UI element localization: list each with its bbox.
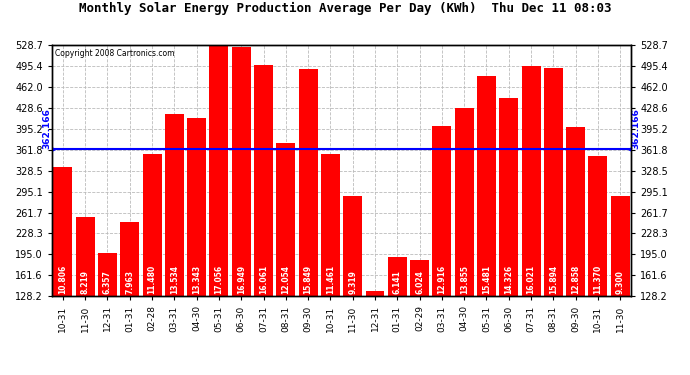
Bar (143, 154, 161, 375)
Bar (165, 114, 184, 375)
Text: 12.054: 12.054 (282, 266, 290, 294)
Text: 11.480: 11.480 (148, 265, 157, 294)
Text: 11.461: 11.461 (326, 265, 335, 294)
Bar (321, 154, 340, 375)
Text: 6.141: 6.141 (393, 270, 402, 294)
Text: 14.326: 14.326 (504, 265, 513, 294)
Text: 15.481: 15.481 (482, 265, 491, 294)
Bar (120, 222, 139, 375)
Bar (522, 66, 540, 375)
Text: 17.056: 17.056 (215, 265, 224, 294)
Text: 6.024: 6.024 (415, 270, 424, 294)
Text: 11.370: 11.370 (593, 265, 602, 294)
Bar (254, 65, 273, 375)
Text: 13.534: 13.534 (170, 266, 179, 294)
Text: 15.849: 15.849 (304, 265, 313, 294)
Text: 6.357: 6.357 (103, 270, 112, 294)
Bar (299, 69, 317, 375)
Bar (53, 167, 72, 375)
Bar (343, 196, 362, 375)
Text: 16.021: 16.021 (526, 265, 535, 294)
Text: Copyright 2008 Cartronics.com: Copyright 2008 Cartronics.com (55, 49, 174, 58)
Bar (433, 126, 451, 375)
Text: 9.300: 9.300 (615, 270, 624, 294)
Bar (187, 117, 206, 375)
Text: 13.343: 13.343 (192, 265, 201, 294)
Text: 9.319: 9.319 (348, 270, 357, 294)
Text: 8.219: 8.219 (81, 270, 90, 294)
Text: Monthly Solar Energy Production Average Per Day (KWh)  Thu Dec 11 08:03: Monthly Solar Energy Production Average … (79, 2, 611, 15)
Bar (388, 257, 406, 375)
Text: 15.894: 15.894 (549, 265, 558, 294)
Text: 362.166: 362.166 (631, 108, 640, 149)
Bar (232, 48, 250, 375)
Bar (455, 108, 473, 375)
Bar (611, 196, 630, 375)
Bar (589, 156, 607, 375)
Text: 7.963: 7.963 (126, 270, 135, 294)
Bar (410, 260, 429, 375)
Bar (98, 253, 117, 375)
Text: 16.061: 16.061 (259, 265, 268, 294)
Bar (477, 76, 496, 375)
Text: 16.949: 16.949 (237, 265, 246, 294)
Bar (366, 291, 384, 375)
Bar (500, 98, 518, 375)
Bar (210, 45, 228, 375)
Bar (276, 142, 295, 375)
Bar (566, 127, 585, 375)
Text: 362.166: 362.166 (43, 108, 52, 149)
Text: 12.858: 12.858 (571, 265, 580, 294)
Text: 13.855: 13.855 (460, 266, 469, 294)
Bar (544, 68, 563, 375)
Text: 10.806: 10.806 (59, 265, 68, 294)
Bar (76, 217, 95, 375)
Text: 12.916: 12.916 (437, 265, 446, 294)
